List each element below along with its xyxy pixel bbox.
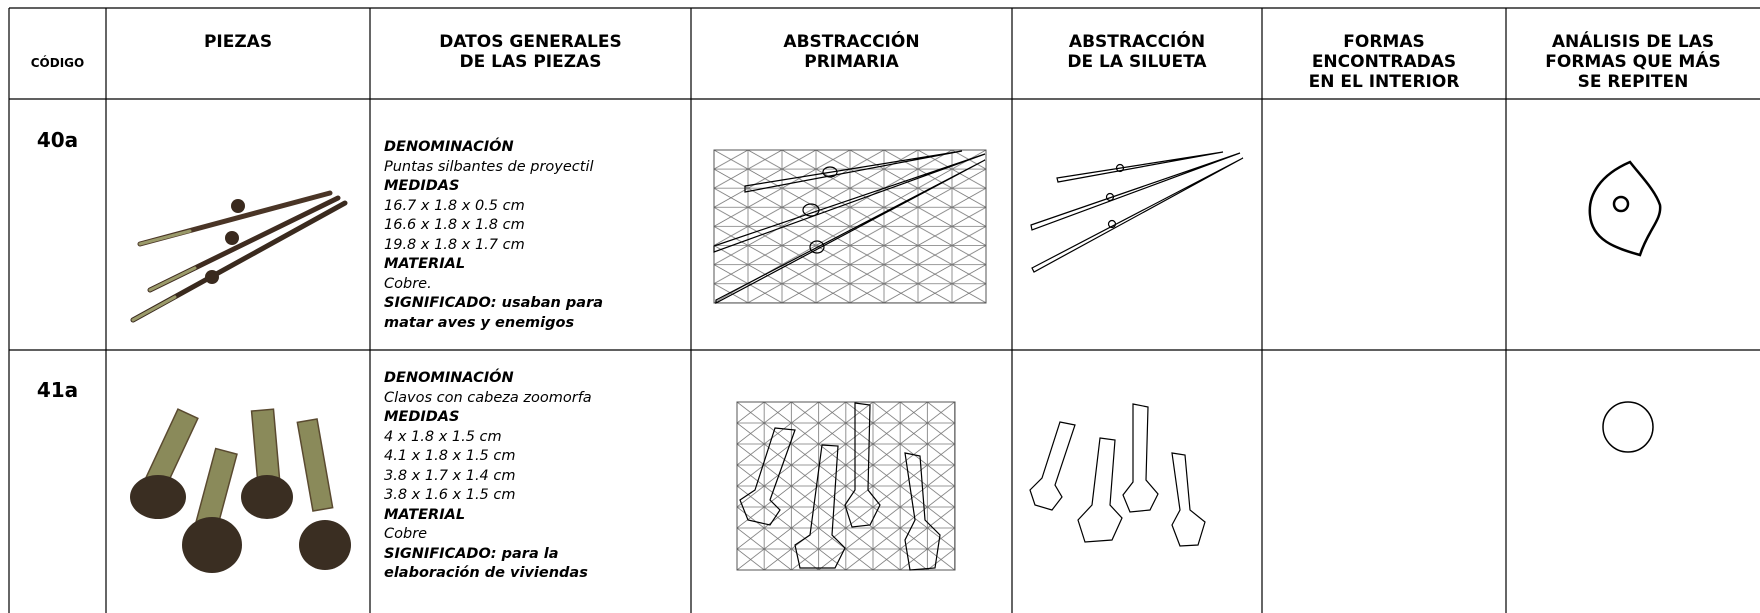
label: MEDIDAS [384,178,460,194]
silueta-2 [1029,403,1206,547]
measure: 16.6 x 1.8 x 1.8 cm [384,217,525,233]
label: MATERIAL [384,506,466,523]
value: Puntas silbantes de proyectil [384,158,594,175]
header-line: ABSTRACCIÓN [1068,32,1206,52]
photo-clavos [130,408,351,573]
measure: 3.8 x 1.6 x 1.5 cm [384,487,516,503]
value: Cobre [384,526,428,542]
measure: 16.7 x 1.8 x 0.5 cm [384,197,525,214]
header-line: DATOS GENERALES [439,32,622,52]
label: DENOMINACIÓN [384,139,514,155]
header-line: ABSTRACCIÓN [783,32,920,52]
header-cell: FORMAS ENCONTRADAS EN EL INTERIOR [1262,32,1506,92]
table-borders [8,7,1760,613]
row-code: 40a [36,128,79,152]
header-line: FORMAS QUE MÁS [1545,52,1721,72]
forma-repetida-2 [1602,401,1654,453]
header-line: SE REPITEN [1577,72,1689,92]
value: Clavos con cabeza zoomorfa [384,389,592,406]
row-details: DENOMINACIÓN Puntas silbantes de proyecti… [384,138,646,333]
header-line: DE LA SILUETA [1067,52,1207,72]
forma-repetida-1 [1588,160,1662,257]
header-line: ENCONTRADAS [1311,52,1457,72]
significado: SIGNIFICADO: usaban para matar aves y en… [384,295,604,331]
row-code: 41a [36,378,79,402]
header-line: DE LAS PIEZAS [459,52,602,72]
header-line: PIEZAS [203,32,273,52]
header-cell: DATOS GENERALES DE LAS PIEZAS [370,32,691,72]
value: Cobre. [384,275,432,292]
significado: SIGNIFICADO: para la elaboración de vivi… [384,545,588,582]
header-line: EN EL INTERIOR [1308,72,1460,92]
header-line: FORMAS [1343,32,1425,52]
header-cell: CÓDIGO [9,53,106,73]
label: MATERIAL [384,256,466,272]
silueta-1 [1030,151,1244,273]
measure: 19.8 x 1.8 x 1.7 cm [384,236,525,253]
header-cell: ABSTRACCIÓN PRIMARIA [691,32,1012,72]
label: DENOMINACIÓN [384,370,514,386]
measure: 3.8 x 1.7 x 1.4 cm [384,467,516,484]
row-details: DENOMINACIÓN Clavos con cabeza zoomorfa ME… [384,369,646,584]
header-line: PRIMARIA [804,52,899,72]
header-line: CÓDIGO [30,56,85,70]
abstraccion-primaria-2 [736,401,956,571]
measure: 4 x 1.8 x 1.5 cm [384,428,502,445]
abstraccion-primaria-1 [713,149,987,304]
photo-puntas [130,190,348,323]
measure: 4.1 x 1.8 x 1.5 cm [384,448,516,464]
header-cell: ANÁLISIS DE LAS FORMAS QUE MÁS SE REPITEN [1506,32,1760,92]
header-line: ANÁLISIS DE LAS [1551,32,1715,52]
header-cell: ABSTRACCIÓN DE LA SILUETA [1012,32,1262,72]
header-cell: PIEZAS [106,32,370,52]
label: MEDIDAS [384,409,460,425]
